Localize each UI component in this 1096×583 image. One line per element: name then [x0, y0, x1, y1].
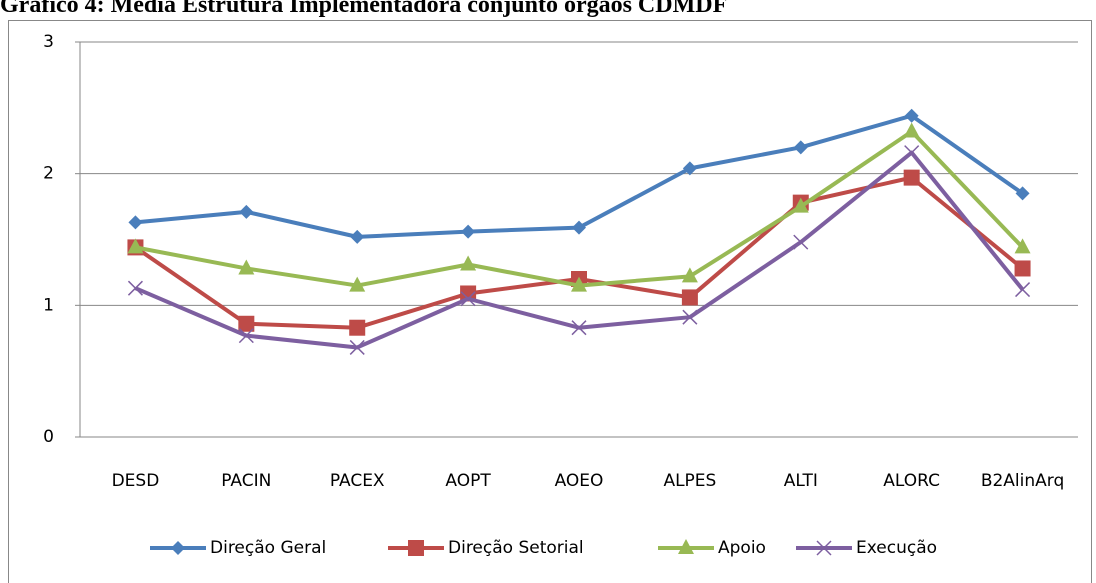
marker — [793, 234, 809, 250]
y-tick-label: 0 — [43, 427, 54, 447]
marker — [350, 229, 365, 244]
marker — [1015, 186, 1030, 201]
legend-label: Direção Geral — [210, 538, 326, 558]
marker — [904, 145, 920, 161]
marker — [1014, 238, 1031, 254]
marker — [682, 309, 698, 325]
marker — [681, 289, 698, 306]
marker — [238, 259, 255, 275]
marker — [571, 320, 587, 336]
marker — [238, 315, 255, 332]
x-tick-label: PACIN — [221, 471, 271, 491]
marker — [816, 540, 832, 556]
y-tick-label: 1 — [43, 295, 54, 315]
x-tick-label: PACEX — [330, 471, 385, 491]
marker — [903, 122, 920, 138]
x-tick-label: ALPES — [663, 471, 716, 491]
marker — [349, 276, 366, 292]
marker — [128, 215, 143, 230]
marker — [1015, 282, 1031, 298]
marker — [460, 291, 476, 307]
marker — [349, 319, 366, 336]
marker — [793, 140, 808, 155]
marker — [238, 328, 254, 344]
marker — [682, 161, 697, 176]
marker — [1014, 260, 1031, 277]
series — [127, 145, 1031, 355]
x-tick-label: AOPT — [445, 471, 491, 491]
x-tick-label: B2AlinArq — [981, 471, 1064, 491]
marker — [408, 540, 424, 556]
marker — [681, 267, 698, 283]
x-tick-label: ALORC — [883, 471, 940, 491]
marker — [127, 238, 144, 254]
series — [127, 122, 1031, 292]
marker — [792, 197, 809, 213]
marker — [460, 255, 477, 271]
legend-label: Apoio — [718, 538, 766, 558]
series — [128, 108, 1030, 244]
legend-label: Execução — [856, 538, 937, 558]
marker — [571, 276, 587, 292]
x-tick-label: ALTI — [784, 471, 818, 491]
marker — [239, 204, 254, 219]
marker — [461, 224, 476, 239]
y-tick-label: 3 — [43, 32, 54, 52]
legend-label: Direção Setorial — [448, 538, 584, 558]
x-tick-label: DESD — [112, 471, 160, 491]
marker — [349, 339, 365, 355]
y-tick-label: 2 — [43, 164, 54, 184]
marker — [904, 108, 919, 123]
chart-title: Gráfico 4: Média Estrutura Implementador… — [0, 0, 727, 18]
marker — [171, 541, 185, 555]
marker — [127, 280, 143, 296]
marker — [460, 285, 477, 302]
x-tick-label: AOEO — [555, 471, 604, 491]
marker — [678, 539, 694, 554]
marker — [572, 220, 586, 235]
marker — [903, 169, 920, 186]
